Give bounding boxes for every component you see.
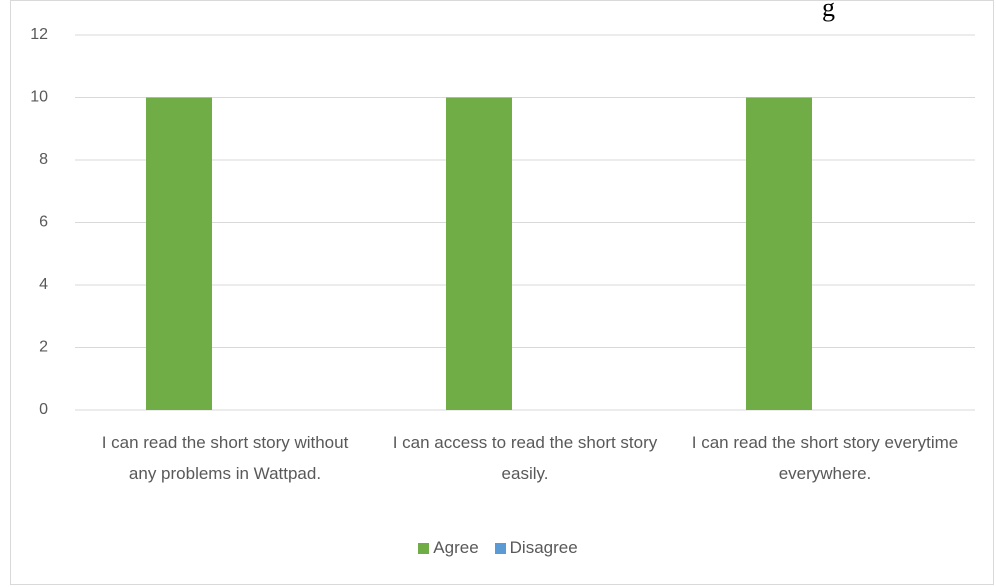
y-tick-label: 4 — [39, 276, 48, 293]
legend-swatch — [494, 542, 506, 554]
y-tick-label: 12 — [30, 26, 48, 43]
y-tick-label: 8 — [39, 151, 48, 168]
legend: Agree Disagree — [0, 538, 996, 558]
bar — [146, 97, 212, 410]
y-tick-label: 2 — [39, 339, 48, 356]
legend-label: Agree — [433, 538, 479, 557]
y-tick-label: 10 — [30, 89, 48, 106]
legend-swatch — [418, 542, 430, 554]
x-tick-label: I can access to read the short story eas… — [392, 433, 658, 483]
legend-item: Agree — [418, 538, 479, 558]
caption-fragment: g — [822, 0, 835, 22]
legend-item: Disagree — [494, 538, 578, 558]
x-tick-label: I can read the short story everytime eve… — [691, 433, 959, 483]
bar — [446, 97, 512, 410]
y-tick-label: 6 — [39, 214, 48, 231]
y-tick-label: 0 — [39, 401, 48, 418]
legend-label: Disagree — [509, 538, 578, 557]
x-tick-label: I can read the short story without any p… — [101, 433, 349, 483]
bar — [746, 97, 812, 410]
chart-border — [10, 0, 994, 585]
